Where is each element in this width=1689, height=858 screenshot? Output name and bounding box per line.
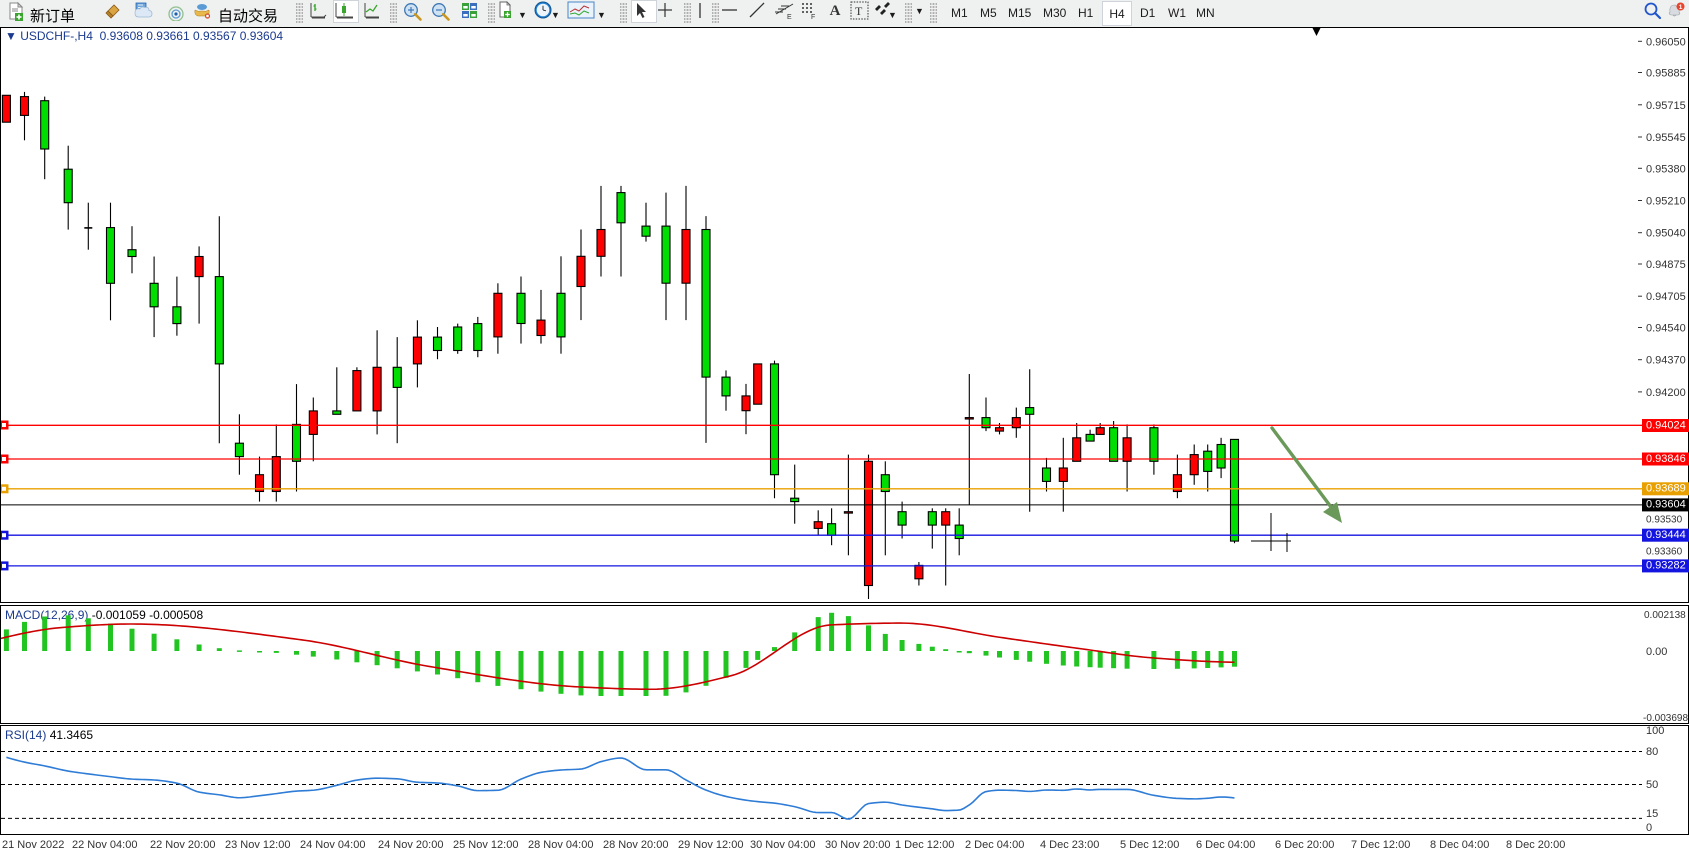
svg-text:E: E (787, 14, 792, 21)
svg-text:0.95885: 0.95885 (1646, 68, 1686, 80)
svg-text:15: 15 (1646, 808, 1658, 820)
svg-text:0.94540: 0.94540 (1646, 323, 1686, 335)
svg-text:0.94370: 0.94370 (1646, 355, 1686, 367)
svg-text:80: 80 (1646, 746, 1658, 758)
svg-text:0.95210: 0.95210 (1646, 196, 1686, 208)
svg-text:-0.003698: -0.003698 (1643, 713, 1688, 724)
svg-text:50: 50 (1646, 779, 1658, 791)
svg-text:0.94024: 0.94024 (1646, 419, 1686, 431)
svg-text:0: 0 (1646, 822, 1652, 834)
svg-text:0.002138: 0.002138 (1644, 610, 1686, 621)
svg-text:0.93444: 0.93444 (1646, 529, 1686, 541)
svg-text:0.94200: 0.94200 (1646, 387, 1686, 399)
svg-text:0.95545: 0.95545 (1646, 132, 1686, 144)
svg-text:0.93530: 0.93530 (1646, 514, 1683, 525)
svg-text:0.00: 0.00 (1646, 646, 1667, 658)
svg-text:0.93604: 0.93604 (1646, 499, 1686, 511)
svg-text:F: F (811, 14, 815, 21)
svg-text:0.95715: 0.95715 (1646, 100, 1686, 112)
svg-text:100: 100 (1646, 726, 1664, 737)
svg-text:0.94875: 0.94875 (1646, 259, 1686, 271)
svg-text:0.95040: 0.95040 (1646, 228, 1686, 240)
svg-text:1: 1 (1679, 4, 1683, 11)
svg-text:0.93846: 0.93846 (1646, 453, 1686, 465)
svg-text:T: T (855, 4, 863, 18)
svg-text:0.93282: 0.93282 (1646, 560, 1686, 572)
svg-text:0.95380: 0.95380 (1646, 163, 1686, 175)
svg-text:0.93689: 0.93689 (1646, 483, 1686, 495)
svg-text:0.94705: 0.94705 (1646, 291, 1686, 303)
svg-text:0.93360: 0.93360 (1646, 547, 1683, 558)
